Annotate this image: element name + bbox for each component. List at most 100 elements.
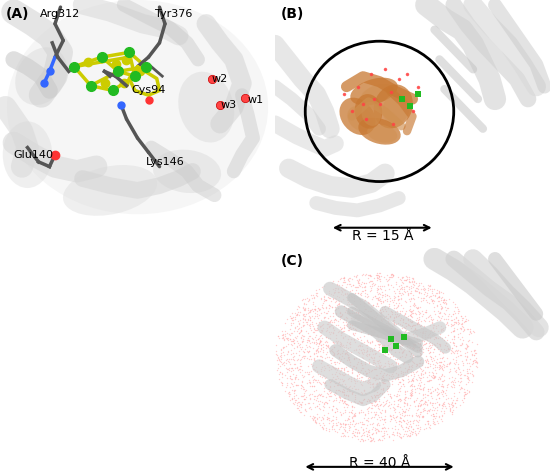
Point (367, 347, 376, 354)
Point (402, 273, 411, 280)
Point (324, 314, 333, 321)
Point (414, 411, 422, 418)
Point (380, 349, 389, 357)
Point (349, 374, 358, 382)
Point (408, 278, 416, 286)
Point (392, 429, 401, 437)
Point (314, 325, 323, 333)
Point (428, 403, 437, 411)
Point (287, 365, 296, 372)
Point (386, 324, 395, 331)
Point (450, 332, 459, 340)
Point (369, 281, 378, 289)
Point (447, 349, 455, 357)
Point (449, 327, 458, 334)
Point (298, 371, 307, 379)
Point (410, 353, 419, 360)
Point (404, 313, 412, 320)
Point (367, 399, 376, 407)
Point (422, 314, 431, 321)
Point (427, 341, 436, 349)
Point (340, 390, 349, 397)
Point (396, 307, 405, 315)
Point (340, 370, 349, 378)
Point (458, 357, 466, 365)
Point (367, 303, 376, 311)
Text: R = 40 Å: R = 40 Å (349, 456, 410, 470)
Point (342, 342, 350, 349)
Point (312, 310, 321, 317)
Point (453, 395, 462, 402)
Point (403, 427, 411, 435)
Point (375, 365, 384, 372)
Point (372, 362, 381, 370)
Point (314, 335, 322, 343)
Point (416, 303, 425, 310)
Point (322, 354, 331, 361)
Point (399, 336, 408, 343)
Point (350, 309, 359, 317)
Point (373, 312, 382, 319)
Point (463, 352, 471, 360)
Point (351, 313, 360, 320)
Point (367, 278, 376, 285)
Point (365, 433, 374, 441)
Point (380, 407, 389, 415)
Point (306, 314, 315, 321)
Point (408, 280, 417, 288)
Point (405, 305, 414, 312)
Point (317, 423, 326, 431)
Point (334, 354, 343, 361)
Point (412, 319, 421, 327)
Point (461, 349, 470, 357)
Point (345, 418, 354, 426)
Point (408, 377, 417, 384)
Point (425, 348, 434, 356)
Point (368, 302, 377, 309)
Point (319, 325, 328, 332)
Point (472, 359, 481, 367)
Point (434, 287, 443, 295)
Point (301, 352, 310, 360)
Point (433, 297, 442, 305)
Point (423, 396, 432, 403)
Point (398, 341, 406, 349)
Point (434, 292, 443, 300)
Point (447, 383, 456, 390)
Point (319, 343, 328, 351)
Point (304, 316, 312, 324)
Point (377, 386, 386, 393)
Point (406, 390, 415, 398)
Point (369, 382, 378, 390)
Point (345, 327, 354, 334)
Point (364, 376, 373, 384)
Point (322, 350, 331, 358)
Point (387, 412, 396, 420)
Point (348, 413, 357, 421)
Point (383, 387, 392, 394)
Point (310, 354, 318, 362)
Point (344, 374, 353, 382)
Point (306, 352, 315, 360)
Point (422, 298, 431, 306)
Point (406, 327, 415, 335)
Point (425, 293, 433, 301)
Point (415, 410, 424, 417)
Point (438, 325, 447, 333)
Point (343, 401, 351, 408)
Point (421, 393, 430, 401)
Point (334, 425, 343, 433)
Point (421, 357, 430, 364)
Point (427, 319, 436, 327)
Point (362, 317, 371, 324)
Point (381, 327, 390, 335)
Point (444, 360, 453, 367)
Point (343, 290, 352, 298)
Point (290, 364, 299, 372)
Point (450, 389, 459, 397)
Point (316, 338, 324, 346)
Point (403, 424, 412, 432)
Point (281, 359, 290, 367)
Point (434, 414, 443, 421)
Point (311, 418, 320, 426)
